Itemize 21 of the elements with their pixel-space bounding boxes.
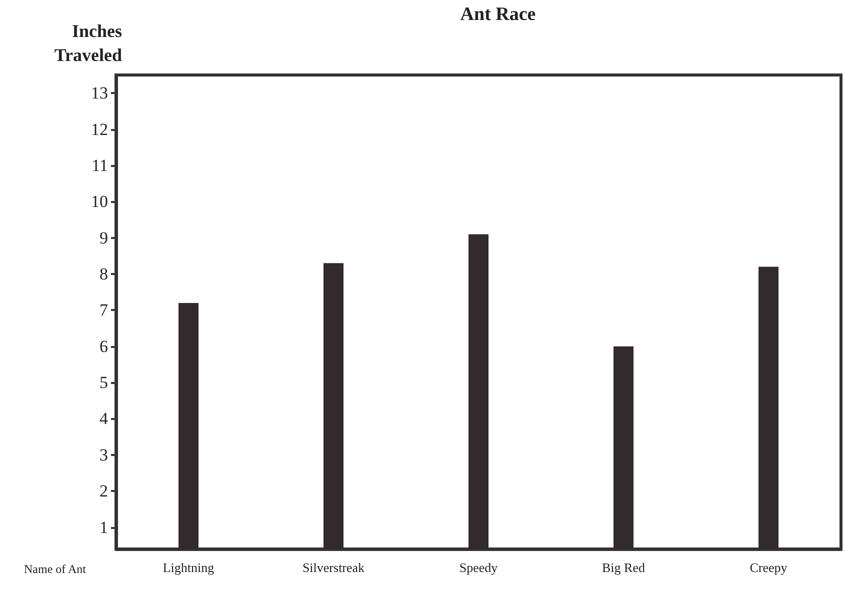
y-tick-label: 8 (100, 264, 108, 284)
x-tick-label: Silverstreak (302, 560, 366, 575)
x-tick-label: Creepy (750, 560, 788, 575)
y-tick-label: 13 (91, 84, 108, 103)
y-tick-label: 4 (100, 409, 108, 428)
x-tick-label: Speedy (459, 560, 498, 575)
x-tick-label: Big Red (602, 560, 646, 575)
x-tick-label: Lightning (162, 560, 215, 575)
y-tick-label: 12 (91, 120, 108, 139)
y-tick-label: 7 (100, 300, 108, 320)
y-tick-label: 1 (100, 518, 108, 537)
x-axis-title: Name of Ant (24, 562, 87, 576)
y-tick-label: 9 (100, 228, 108, 248)
y-tick-label: 2 (100, 482, 108, 501)
y-tick-label: 6 (100, 336, 108, 356)
y-tick-label: 11 (92, 156, 108, 175)
y-tick-label: 3 (100, 445, 108, 464)
y-tick-label: 5 (100, 373, 108, 392)
chart-title: Ant Race (460, 4, 536, 25)
y-tick-label: 10 (91, 192, 108, 212)
y-axis-title: Inches Traveled (54, 21, 122, 65)
